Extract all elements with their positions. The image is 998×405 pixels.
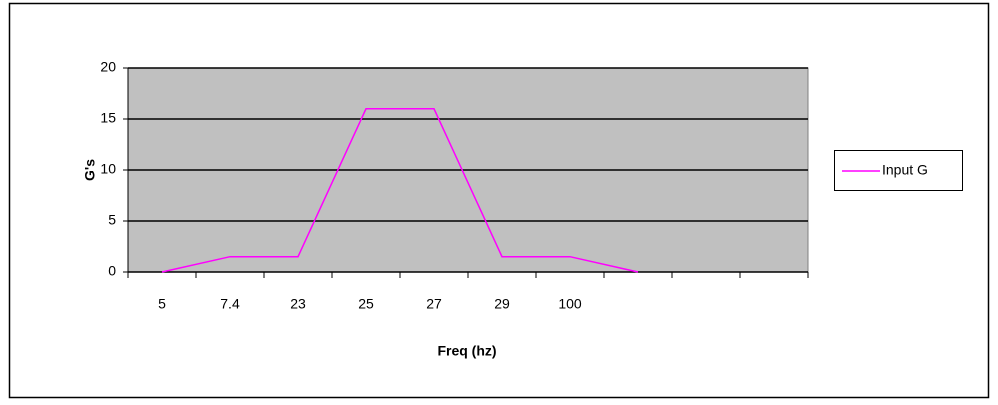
y-tick-label: 5 [108, 212, 116, 228]
y-tick-label: 20 [100, 59, 116, 75]
data-line [161, 108, 639, 273]
x-tick-label: 25 [358, 296, 374, 312]
x-axis-label: Freq (hz) [437, 343, 496, 359]
y-tick-label: 10 [100, 161, 116, 177]
y-tick-label: 15 [100, 110, 116, 126]
x-tick-label: 23 [290, 296, 306, 312]
legend-label: Input G [882, 162, 928, 178]
x-tick-label: 7.4 [220, 296, 240, 312]
x-tick-label: 5 [158, 296, 166, 312]
y-tick-label: 0 [108, 263, 116, 279]
x-tick-label: 100 [558, 296, 582, 312]
x-tick-label: 27 [426, 296, 442, 312]
y-axis-label: G's [82, 159, 98, 181]
x-tick-label: 29 [494, 296, 510, 312]
